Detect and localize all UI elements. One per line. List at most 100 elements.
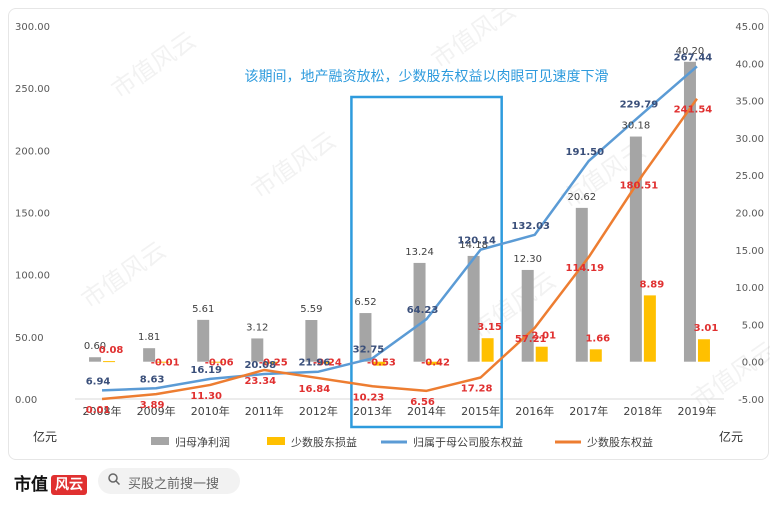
line-parent-equity-label: 132.03 [511,221,550,232]
right-axis-tick: 35.00 [735,97,764,108]
chart-card: 市值风云 市值风云 市值风云 市值风云 市值风云 市值风云 市值风云 0.00 50.00 100… [8,8,770,460]
bar-net-profit [305,319,318,362]
highlight-box [350,95,503,429]
bar-minority-pl [211,361,224,363]
legend-label: 少数股东权益 [587,435,653,449]
x-tick-label: 2013年 [353,404,392,418]
line-minority-equity-label: 241.54 [674,105,713,116]
bar-minority-pl [535,346,548,362]
x-tick-label: 2008年 [83,404,122,418]
watermark-text: 市值风云 [246,126,341,204]
bar-net-profit-label: 5.59 [300,304,322,315]
legend-swatch [267,437,285,445]
bar-minority-pl [697,339,710,362]
x-tick-label: 2019年 [677,404,716,418]
line-minority-equity-label: 11.30 [190,391,222,402]
line-minority-equity-label: 114.19 [565,263,604,274]
line-minority-equity-label: 23.34 [244,376,276,387]
left-axis-tick: 50.00 [15,333,44,344]
bar-minority-pl-label: -0.25 [259,358,288,369]
bar-net-profit-label: 6.52 [354,297,376,308]
watermark-text: 市值风云 [76,236,171,314]
legend-label: 归属于母公司股东权益 [413,435,523,449]
search-placeholder: 买股之前搜一搜 [128,477,220,492]
bar-net-profit [251,338,264,362]
line-parent-equity-label: 267.44 [674,52,713,63]
bar-minority-pl [427,361,440,365]
right-axis-tick: 10.00 [735,283,764,294]
bar-net-profit-label: 13.24 [405,247,434,258]
bar-net-profit [413,262,426,362]
line-minority-equity-label: 0.01 [86,405,111,416]
line-parent-equity-label: 32.75 [353,344,385,355]
line-minority-equity-label: 3.89 [140,400,165,411]
search-box[interactable]: 买股之前搜一搜 [98,468,240,494]
x-tick-label: 2009年 [137,404,176,418]
right-axis-tick: 0.00 [742,358,764,369]
right-axis-tick: 30.00 [735,134,764,145]
bar-minority-pl-label: 2.01 [531,331,556,342]
line-parent-equity [101,65,698,392]
bar-minority-pl [265,361,278,364]
right-axis-tick: 45.00 [735,22,764,33]
left-axis-tick: 300.00 [15,22,50,33]
left-axis-tick: 250.00 [15,84,50,95]
bar-minority-pl [373,361,386,366]
line-minority-equity-label: 180.51 [620,181,659,192]
bar-net-profit [89,357,102,362]
bar-minority-pl-label: 3.15 [477,322,502,333]
watermark-text: 市值风云 [426,9,521,74]
x-tick-label: 2012年 [299,404,338,418]
search-icon [108,473,120,485]
bar-net-profit [197,319,210,362]
right-axis-tick: 40.00 [735,59,764,70]
line-parent-equity-label: 64.23 [407,305,439,316]
left-axis-tick: 150.00 [15,209,50,220]
watermark-text: 市值风云 [106,26,201,104]
bar-net-profit-label: 40.20 [676,46,705,57]
brand-badge: 风云 [51,475,87,495]
line-parent-equity-label: 6.94 [86,376,111,387]
left-axis-tick: 100.00 [15,271,50,282]
line-parent-equity-label: 16.19 [190,365,222,376]
line-minority-equity-label: 57.21 [515,334,547,345]
footer-bar: 市值 风云 买股之前搜一搜 [0,460,777,506]
bar-net-profit [143,348,156,362]
bar-minority-pl-label: -0.06 [205,358,234,369]
bar-minority-pl-label: 0.08 [99,345,124,356]
brand-text: 市值 [14,475,48,495]
left-axis-tick: 200.00 [15,146,50,157]
bar-minority-pl [103,361,116,363]
bar-net-profit-label: 14.18 [459,240,488,251]
bar-net-profit [521,269,534,362]
bar-net-profit [467,255,480,362]
left-axis-unit: 亿元 [33,429,57,444]
right-axis-unit: 亿元 [719,429,743,444]
bar-net-profit-label: 1.81 [138,332,160,343]
legend-label: 少数股东损益 [291,435,357,449]
line-parent-equity-label: 8.63 [140,374,165,385]
bar-minority-pl-label: 1.66 [585,333,610,344]
right-axis-tick: 25.00 [735,171,764,182]
line-minority-equity-label: 6.56 [410,397,435,408]
bar-minority-pl-label: -0.42 [421,358,450,369]
x-tick-label: 2010年 [191,404,230,418]
right-axis-tick: 20.00 [735,209,764,220]
line-parent-equity-label: 191.50 [565,147,604,158]
bar-minority-pl [319,361,332,364]
bar-minority-pl [643,295,656,362]
bar-net-profit-label: 0.60 [84,341,106,352]
right-axis-tick: -5.00 [738,395,764,406]
left-axis-tick: 0.00 [15,395,37,406]
x-tick-label: 2017年 [569,404,608,418]
bar-net-profit-label: 30.18 [622,121,651,132]
line-parent-equity-label: 229.79 [620,99,659,110]
bar-minority-pl [589,349,602,362]
bar-net-profit [359,313,372,362]
bar-minority-pl [481,338,494,362]
x-tick-label: 2015年 [461,404,500,418]
x-tick-label: 2018年 [623,404,662,418]
bar-net-profit-label: 12.30 [513,254,542,265]
x-tick-label: 2016年 [515,404,554,418]
bar-minority-pl-label: 8.89 [640,279,665,290]
